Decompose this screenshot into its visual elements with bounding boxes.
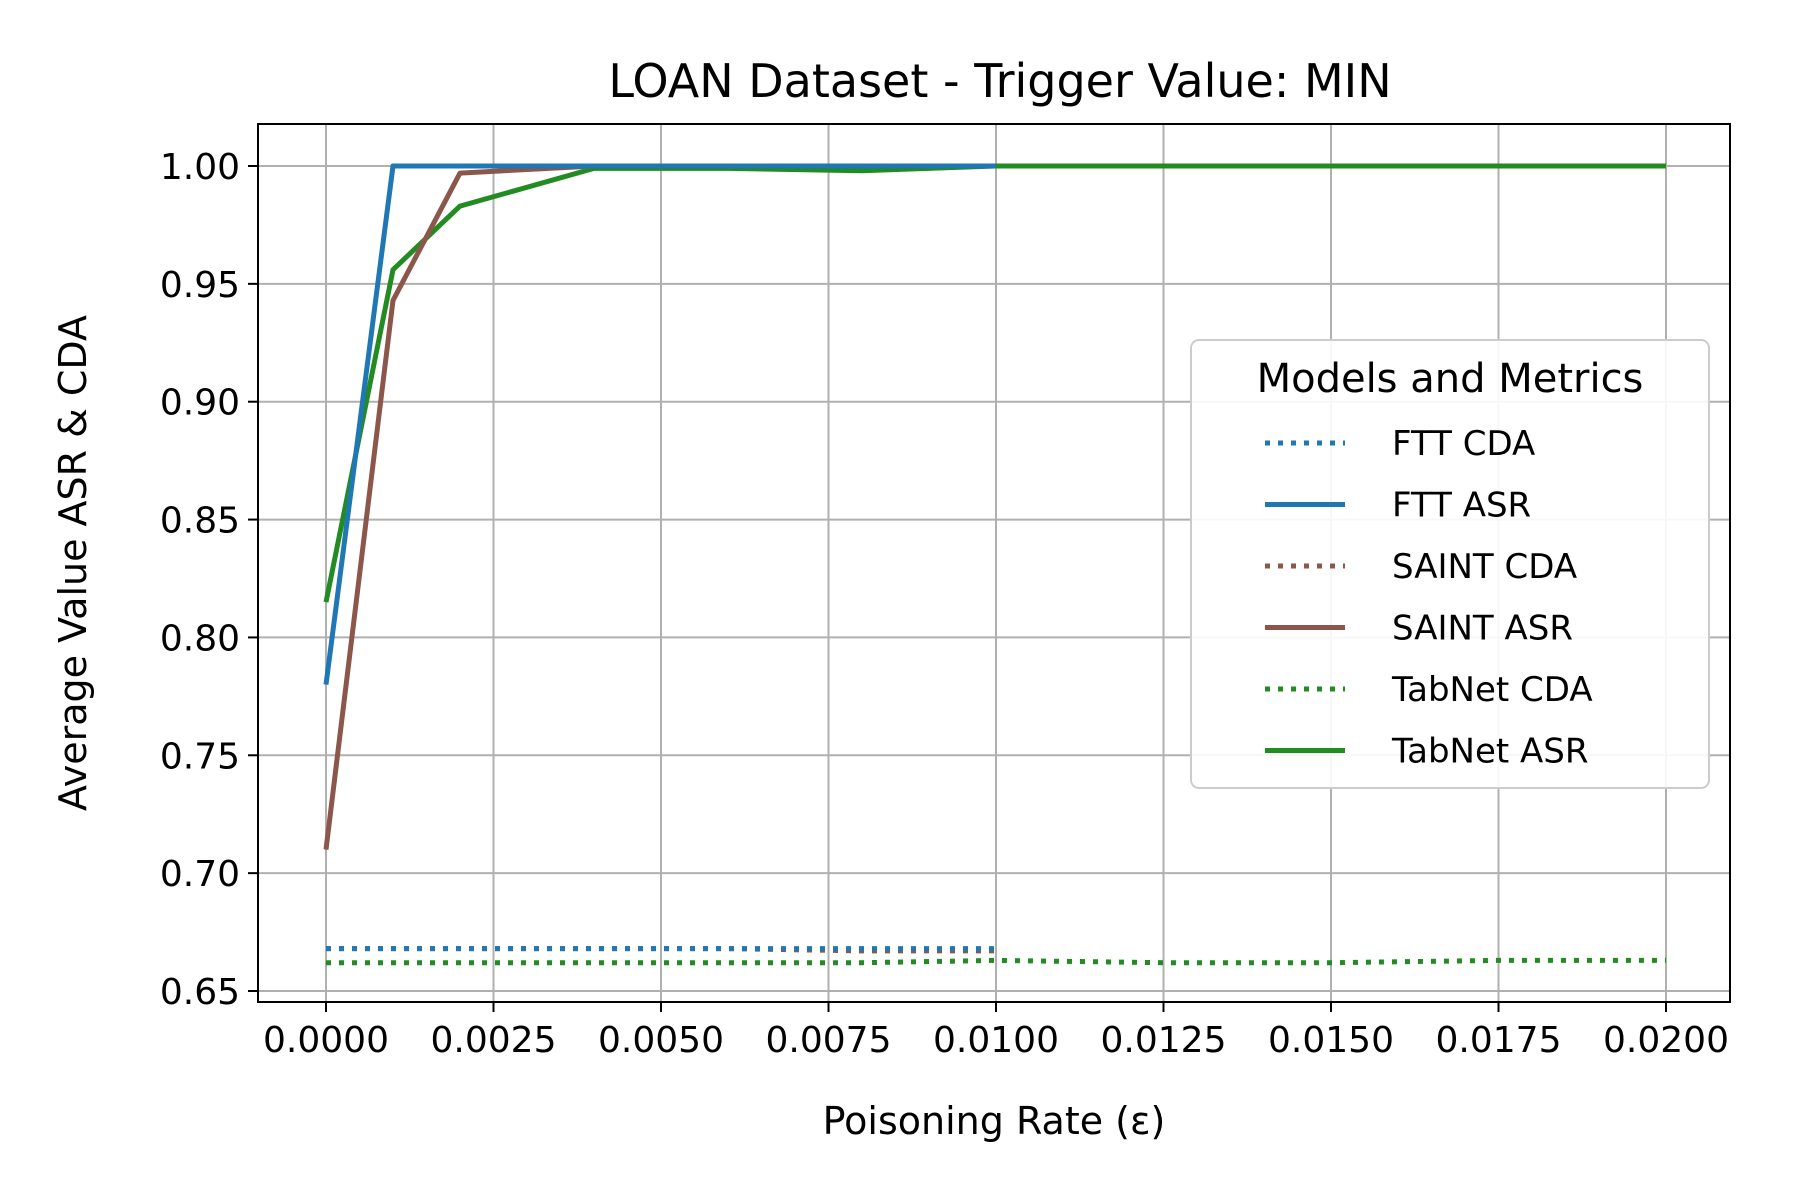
x-tick-label: 0.0175 [1436,1020,1562,1061]
x-tick-label: 0.0000 [263,1020,389,1061]
legend-label: SAINT ASR [1392,609,1573,649]
legend-box [1190,339,1710,789]
x-tick-label: 0.0150 [1268,1020,1394,1061]
y-tick-label: 1.00 [160,147,240,188]
legend-label: FTT ASR [1392,486,1531,526]
legend-label: TabNet CDA [1391,670,1593,710]
chart-title: LOAN Dataset - Trigger Value: MIN [608,54,1391,108]
series-lines [323,163,1666,966]
legend-title: Models and Metrics [1257,356,1644,402]
y-tick-label: 0.90 [160,383,240,424]
y-tick-label: 0.95 [160,265,240,306]
series-line-tabnet-cda [326,957,1666,966]
x-axis-label: Poisoning Rate (ε) [823,1099,1166,1143]
legend-label: FTT CDA [1392,424,1535,464]
x-tick-label: 0.0025 [431,1020,557,1061]
x-axis: 0.0000 0.0025 0.0050 0.0075 0.0100 0.0125 0.01… [263,1002,1729,1061]
legend: Models and Metrics FTT CDA FTT ASR SAINT C… [1190,339,1710,789]
y-tick-label: 0.85 [160,501,240,542]
x-tick-label: 0.0050 [598,1020,724,1061]
plot-frame [257,123,1731,1003]
y-axis-label: Average Value ASR & CDA [51,315,95,811]
x-tick-label: 0.0200 [1603,1020,1729,1061]
x-tick-label: 0.0125 [1101,1020,1227,1061]
y-tick-label: 0.75 [160,736,240,777]
series-line-tabnet-asr [323,163,1666,603]
series-line-ftt-asr [323,163,996,685]
y-tick-label: 0.70 [160,854,240,895]
y-tick-label: 0.65 [160,972,240,1013]
y-axis: 0.65 0.70 0.75 0.80 0.85 0.90 0.95 1.00 [160,147,258,1013]
legend-label: SAINT CDA [1392,547,1577,587]
x-tick-label: 0.0100 [933,1020,1059,1061]
x-tick-label: 0.0075 [766,1020,892,1061]
legend-label: TabNet ASR [1391,732,1589,772]
y-tick-label: 0.80 [160,618,240,659]
